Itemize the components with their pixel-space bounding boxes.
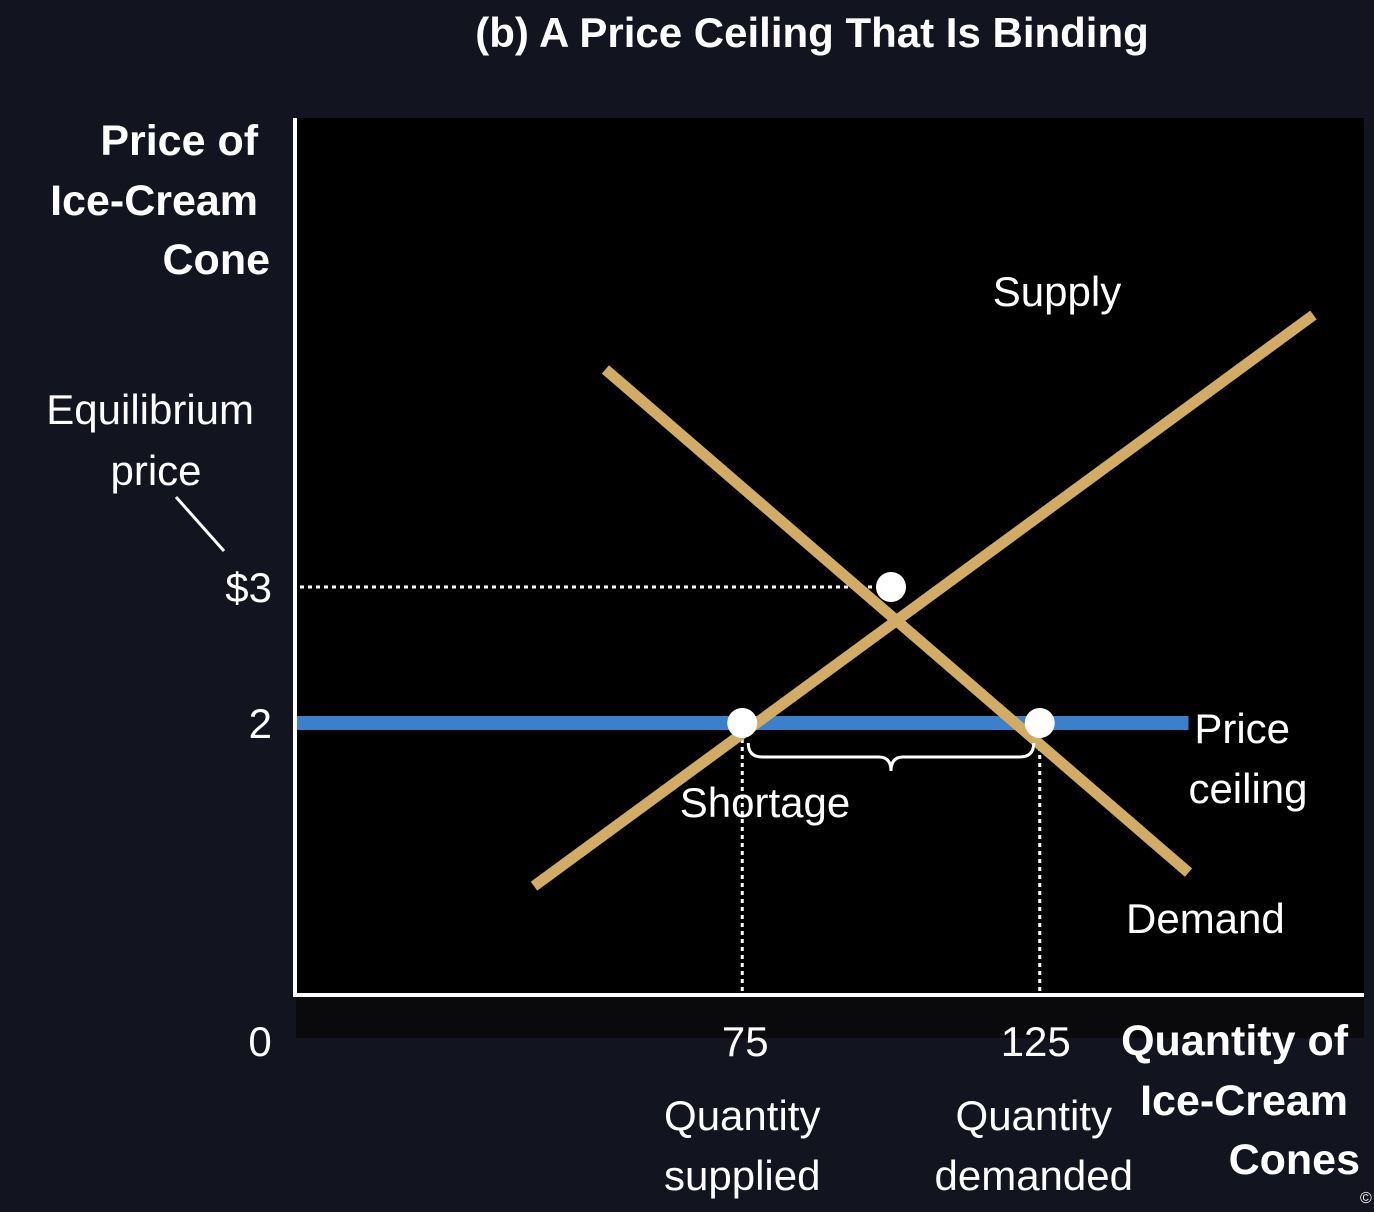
x-tick-caption: Quantity: [664, 1092, 820, 1139]
x-tick-caption: supplied: [664, 1152, 820, 1199]
x-tick-caption: Quantity: [956, 1092, 1112, 1139]
copyright-mark: ©: [1360, 1190, 1372, 1207]
x-axis-band: [296, 996, 1364, 1038]
equilibrium-price-label: Equilibrium price: [46, 386, 265, 494]
demand-curve: [601, 365, 1193, 877]
point-75-2: [727, 708, 758, 738]
y-tick-label: $3: [225, 564, 272, 611]
price-ceiling-label: Price ceiling: [1188, 705, 1307, 812]
x-tick-label: 75: [722, 1018, 769, 1065]
supply-label: Supply: [993, 268, 1121, 315]
shortage-label: Shortage: [680, 779, 850, 826]
x-tick-caption: demanded: [935, 1152, 1134, 1199]
point-125-2: [1024, 708, 1055, 738]
x-tick-label: 125: [1001, 1018, 1071, 1065]
y-axis-title: Price of Ice-Cream Cone: [50, 117, 270, 284]
chart-title: (b) A Price Ceiling That Is Binding: [475, 9, 1149, 56]
shortage-brace: [746, 742, 1036, 772]
demand-label: Demand: [1126, 895, 1285, 942]
origin-label: 0: [248, 1018, 271, 1065]
y-tick-label: 2: [249, 700, 272, 747]
equilibrium-pointer-line: [174, 496, 226, 552]
supply-curve: [530, 310, 1317, 891]
x-axis-title: Quantity of Ice-Cream Cones: [1121, 1017, 1360, 1184]
point-100-3: [876, 572, 906, 602]
